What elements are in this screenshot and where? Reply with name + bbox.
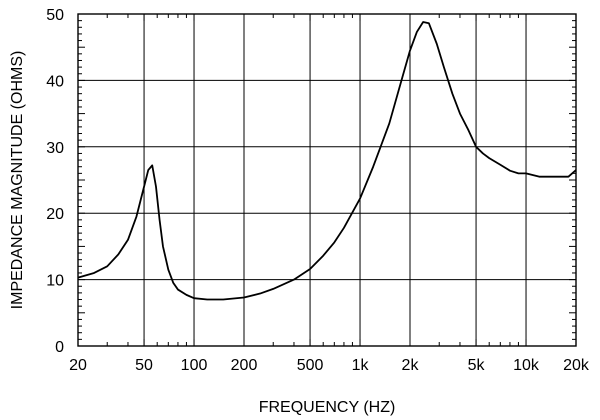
grid [77,13,577,347]
y-tick-label: 20 [46,206,64,223]
x-tick-label: 20 [69,357,87,374]
x-tick-label: 50 [135,357,153,374]
y-tick-labels: 0 10 20 30 40 50 [46,7,64,356]
x-tick-label: 10k [513,357,540,374]
y-tick-label: 50 [46,7,64,24]
plot-frame [77,13,577,347]
x-tick-label: 1k [352,357,370,374]
x-axis-title: FREQUENCY (HZ) [259,399,396,416]
x-tick-label: 20k [563,357,590,374]
y-tick-label: 10 [46,273,64,290]
x-tick-label: 5k [468,357,486,374]
x-tick-label: 500 [297,357,324,374]
x-tick-label: 200 [231,357,258,374]
tick-marks [77,13,577,347]
x-tick-labels: 20 50 100 200 500 1k 2k 5k 10k 20k [69,357,590,374]
series-line [77,21,577,301]
y-axis-title: IMPEDANCE MAGNITUDE (OHMS) [9,51,26,310]
y-tick-label: 0 [55,339,64,356]
y-tick-label: 30 [46,140,64,157]
y-tick-label: 40 [46,73,64,90]
x-tick-label: 2k [402,357,420,374]
x-tick-label: 100 [181,357,208,374]
